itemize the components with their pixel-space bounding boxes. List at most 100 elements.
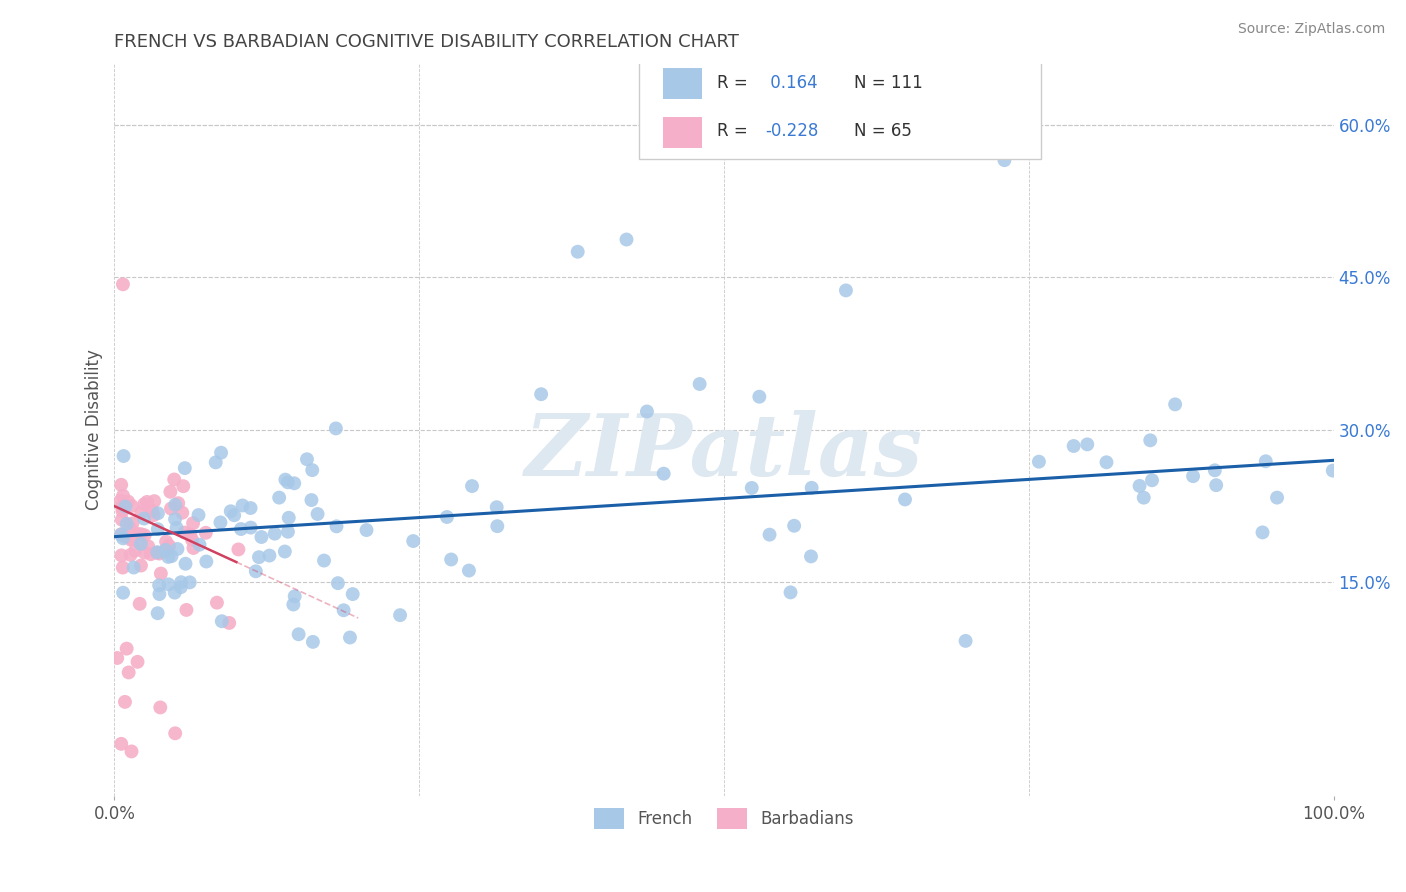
Point [231,499,253,513]
Point [110,549,132,563]
Point [326,576,349,591]
Point [139,547,162,561]
Point [342,587,364,601]
Point [277,510,299,524]
Point [312,553,335,567]
Point [187,508,209,522]
Point [209,516,232,530]
Point [163,473,186,487]
Point [112,532,135,546]
Point [219,504,242,518]
Text: -0.228: -0.228 [765,122,818,140]
Point [115,516,138,531]
Point [486,519,509,533]
Point [188,538,211,552]
Point [783,518,806,533]
Point [172,506,194,520]
Point [157,577,180,591]
Point [485,500,508,515]
Point [652,467,675,481]
Point [155,542,177,557]
Point [134,497,156,511]
Point [567,244,589,259]
Point [121,744,143,758]
Point [128,597,150,611]
Point [167,496,190,510]
Point [741,481,763,495]
Point [218,615,240,630]
Point [146,545,169,559]
Point [159,484,181,499]
Point [118,665,141,680]
Point [129,527,152,541]
Point [1322,464,1344,478]
Point [194,525,217,540]
Point [179,575,201,590]
Point [146,606,169,620]
Point [110,478,132,492]
Point [195,554,218,568]
Point [136,495,159,509]
Point [530,387,553,401]
Point [287,627,309,641]
Point [277,524,299,539]
Point [339,631,361,645]
Point [115,641,138,656]
Point [114,695,136,709]
Point [1204,463,1226,477]
Point [239,501,262,516]
Point [689,377,711,392]
Point [165,726,187,740]
Point [1076,437,1098,451]
Point [284,589,307,603]
Point [165,512,187,526]
Point [132,511,155,525]
Point [955,634,977,648]
Point [172,479,194,493]
Point [1132,491,1154,505]
Point [1063,439,1085,453]
FancyBboxPatch shape [638,56,1040,159]
Point [269,491,291,505]
Point [134,528,156,542]
Point [1251,525,1274,540]
Point [1164,397,1187,411]
Point [120,548,142,562]
Point [758,527,780,541]
Point [105,651,128,665]
Point [155,534,177,549]
Point [389,608,412,623]
Point [114,500,136,514]
Point [616,233,638,247]
Point [356,523,378,537]
Point [120,533,142,547]
Point [325,519,347,533]
Point [112,449,135,463]
Point [111,513,134,527]
Point [1139,434,1161,448]
Point [170,575,193,590]
Point [157,539,180,553]
Point [440,552,463,566]
Point [209,446,232,460]
Point [205,596,228,610]
Point [402,534,425,549]
Point [295,452,318,467]
Point [148,547,170,561]
Point [894,492,917,507]
Point [136,540,159,554]
Point [173,525,195,540]
Point [111,560,134,574]
Point [125,526,148,541]
Point [259,549,281,563]
Point [283,476,305,491]
Point [141,504,163,518]
Point [204,455,226,469]
Point [283,598,305,612]
Point [179,527,201,541]
Point [993,153,1015,168]
Point [800,481,823,495]
Point [436,510,458,524]
Point [148,587,170,601]
Point [170,580,193,594]
